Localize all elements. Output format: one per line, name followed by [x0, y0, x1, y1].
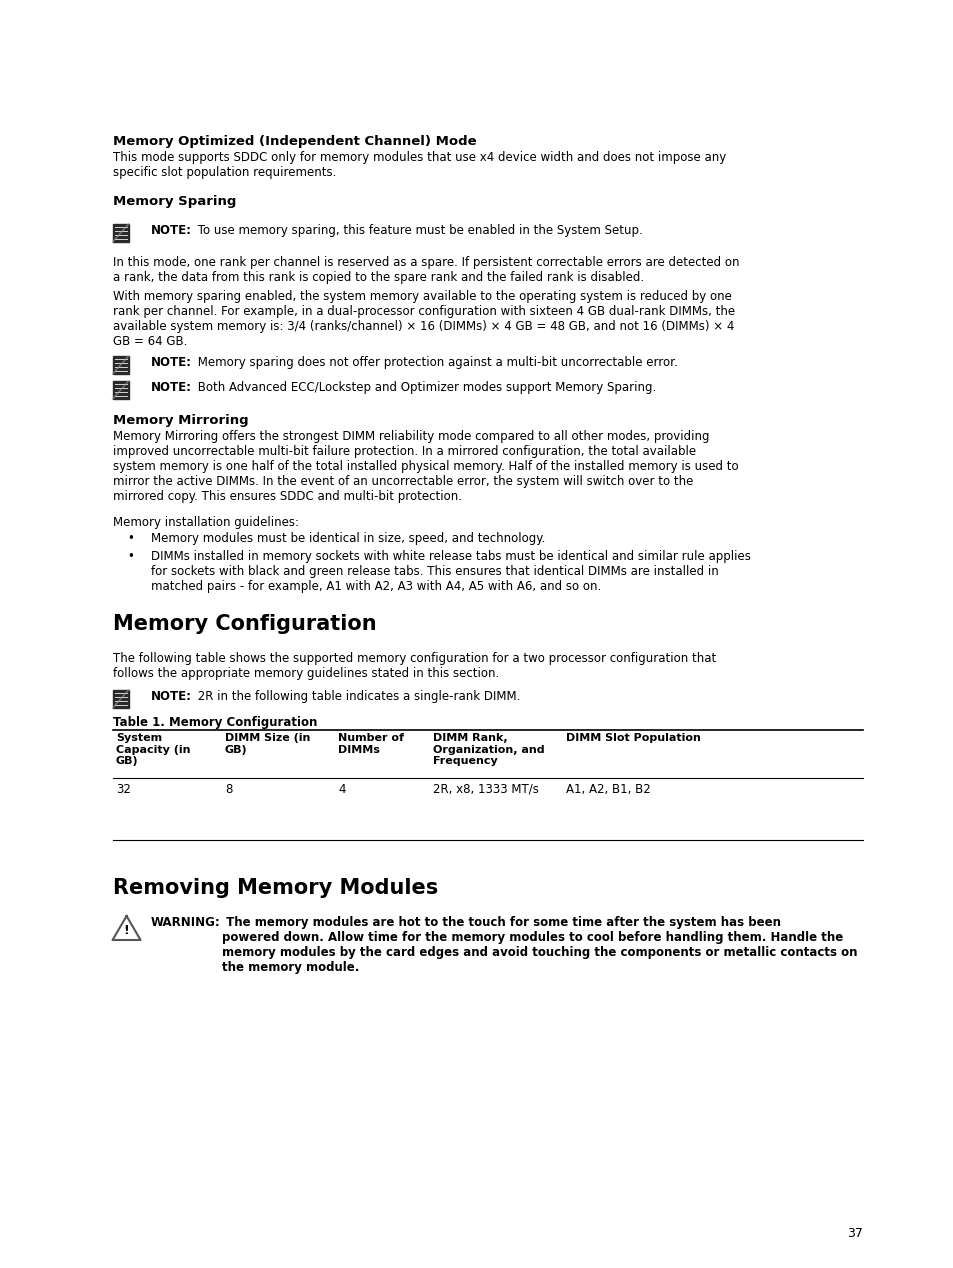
Text: NOTE:: NOTE:	[151, 690, 192, 702]
Text: Number of
DIMMs: Number of DIMMs	[337, 733, 403, 754]
Text: 37: 37	[846, 1227, 862, 1240]
Text: The memory modules are hot to the touch for some time after the system has been
: The memory modules are hot to the touch …	[222, 915, 857, 974]
Text: 8: 8	[225, 784, 233, 796]
Text: A1, A2, B1, B2: A1, A2, B1, B2	[565, 784, 650, 796]
Text: To use memory sparing, this feature must be enabled in the System Setup.: To use memory sparing, this feature must…	[193, 224, 641, 237]
Text: Both Advanced ECC/Lockstep and Optimizer modes support Memory Sparing.: Both Advanced ECC/Lockstep and Optimizer…	[193, 380, 655, 394]
Text: Table 1. Memory Configuration: Table 1. Memory Configuration	[112, 716, 316, 729]
Text: This mode supports SDDC only for memory modules that use x4 device width and doe: This mode supports SDDC only for memory …	[112, 151, 725, 179]
Bar	[112, 380, 129, 399]
Text: WARNING:: WARNING:	[151, 915, 220, 929]
Polygon shape	[112, 915, 140, 940]
Text: Memory sparing does not offer protection against a multi-bit uncorrectable error: Memory sparing does not offer protection…	[193, 356, 677, 369]
Text: 4: 4	[337, 784, 345, 796]
Text: DIMM Rank,
Organization, and
Frequency: DIMM Rank, Organization, and Frequency	[433, 733, 544, 766]
Text: Memory installation guidelines:: Memory installation guidelines:	[112, 516, 298, 529]
Text: Memory Sparing: Memory Sparing	[112, 195, 235, 208]
Text: NOTE:: NOTE:	[151, 380, 192, 394]
Text: Memory modules must be identical in size, speed, and technology.: Memory modules must be identical in size…	[151, 533, 544, 545]
Bar	[112, 690, 129, 708]
Text: System
Capacity (in
GB): System Capacity (in GB)	[116, 733, 191, 766]
Bar	[112, 224, 129, 242]
Text: 2R, x8, 1333 MT/s: 2R, x8, 1333 MT/s	[433, 784, 538, 796]
Text: In this mode, one rank per channel is reserved as a spare. If persistent correct: In this mode, one rank per channel is re…	[112, 256, 739, 284]
Text: Memory Mirroring offers the strongest DIMM reliability mode compared to all othe: Memory Mirroring offers the strongest DI…	[112, 430, 738, 503]
Text: DIMMs installed in memory sockets with white release tabs must be identical and : DIMMs installed in memory sockets with w…	[151, 550, 750, 593]
Text: 32: 32	[116, 784, 131, 796]
Text: Memory Optimized (Independent Channel) Mode: Memory Optimized (Independent Channel) M…	[112, 134, 476, 148]
Text: The following table shows the supported memory configuration for a two processor: The following table shows the supported …	[112, 652, 715, 680]
Text: Removing Memory Modules: Removing Memory Modules	[112, 877, 437, 898]
Text: DIMM Slot Population: DIMM Slot Population	[565, 733, 700, 743]
Text: DIMM Size (in
GB): DIMM Size (in GB)	[225, 733, 310, 754]
Text: 2R in the following table indicates a single-rank DIMM.: 2R in the following table indicates a si…	[193, 690, 519, 702]
Text: With memory sparing enabled, the system memory available to the operating system: With memory sparing enabled, the system …	[112, 290, 734, 347]
Text: Memory Mirroring: Memory Mirroring	[112, 413, 248, 427]
Text: NOTE:: NOTE:	[151, 224, 192, 237]
Bar	[112, 356, 129, 374]
Text: !: !	[124, 924, 130, 937]
Text: Memory Configuration: Memory Configuration	[112, 614, 375, 634]
Text: NOTE:: NOTE:	[151, 356, 192, 369]
Text: •: •	[128, 550, 134, 563]
Text: •: •	[128, 533, 134, 545]
